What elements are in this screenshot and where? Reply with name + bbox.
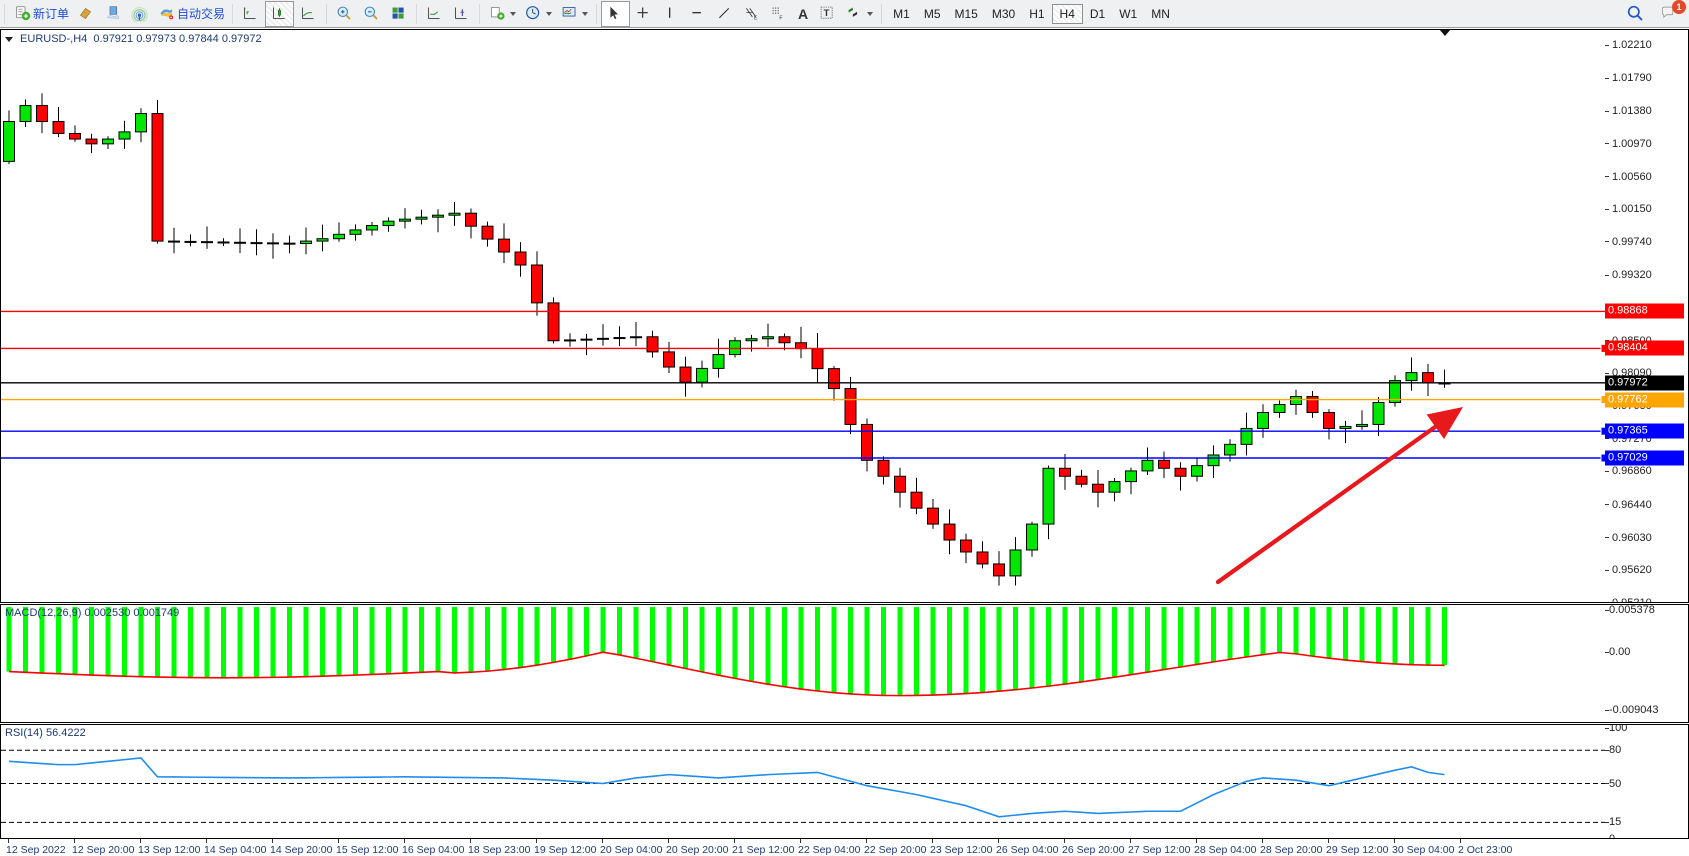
svg-text:F: F xyxy=(779,15,782,21)
svg-text:T: T xyxy=(824,8,830,18)
svg-text:E: E xyxy=(754,15,758,21)
